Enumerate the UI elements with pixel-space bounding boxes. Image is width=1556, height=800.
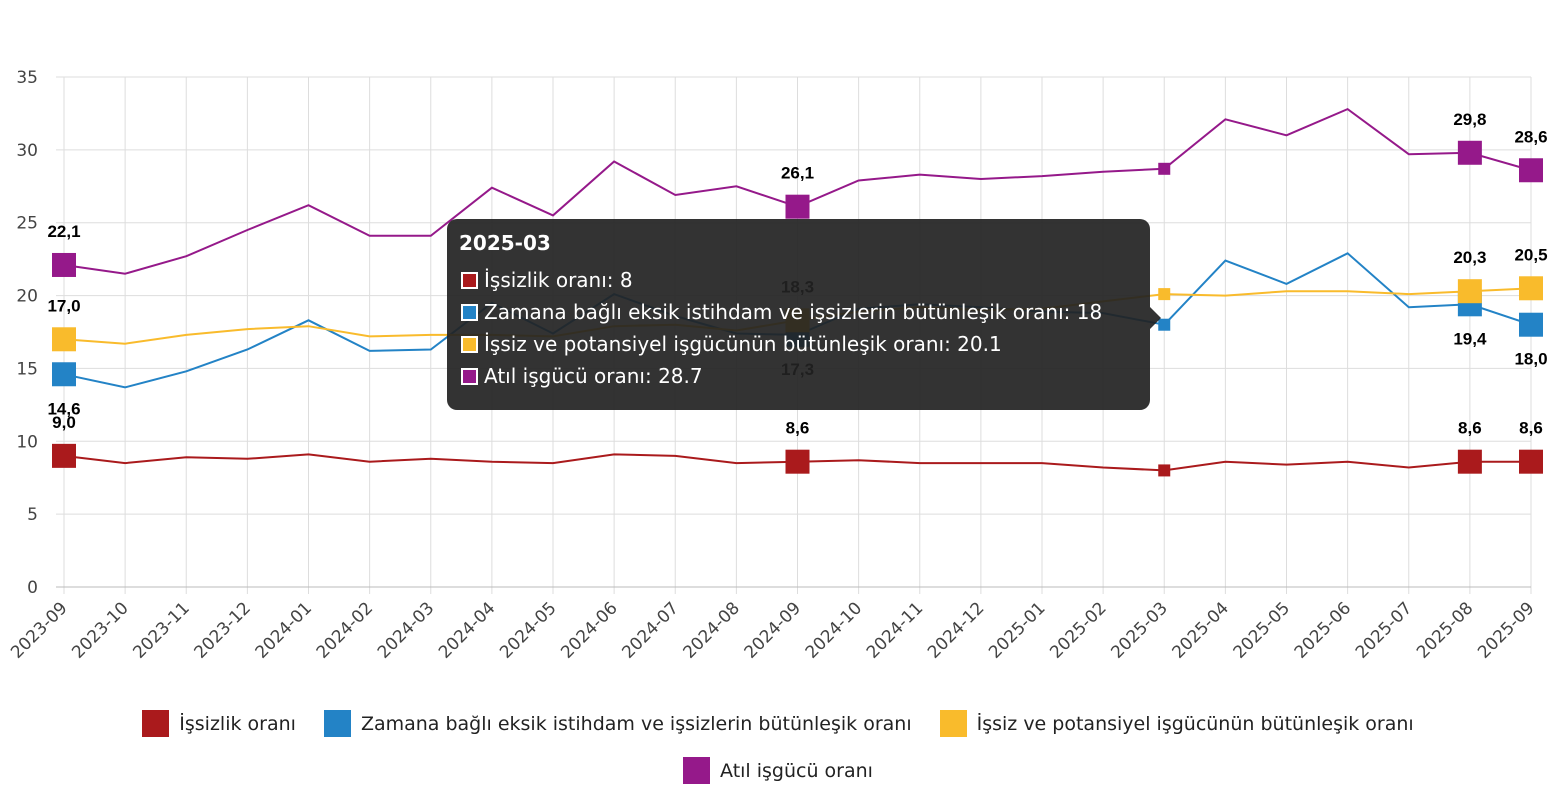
legend-label: Zamana bağlı eksik istihdam ve işsizleri… — [360, 712, 912, 735]
data-point-marker[interactable] — [52, 443, 76, 468]
data-point-marker[interactable] — [785, 449, 810, 474]
tooltip-swatch — [461, 303, 478, 321]
data-label: 20,3 — [1453, 248, 1486, 267]
tooltip-row: Atıl işgücü oranı: 28.7 — [459, 360, 1138, 392]
data-label: 29,8 — [1453, 110, 1486, 129]
x-tick-label: 2025-01 — [985, 598, 1049, 662]
data-label: 14,6 — [47, 399, 80, 418]
data-label: 8,6 — [1519, 419, 1543, 438]
legend-swatch — [939, 710, 967, 737]
x-tick-label: 2024-02 — [313, 598, 377, 662]
data-point-marker[interactable] — [52, 327, 76, 352]
data-label: 28,6 — [1514, 127, 1547, 146]
y-tick-label: 0 — [27, 578, 38, 598]
x-tick-label: 2023-10 — [68, 598, 132, 662]
legend-swatch — [142, 710, 170, 737]
x-tick-label: 2025-02 — [1046, 598, 1110, 662]
legend-item-zamana-bagli[interactable]: Zamana bağlı eksik istihdam ve işsizleri… — [323, 710, 912, 737]
data-point-marker[interactable] — [1158, 162, 1171, 175]
legend-label: İşsiz ve potansiyel işgücünün bütünleşik… — [976, 712, 1414, 735]
x-tick-label: 2024-05 — [496, 598, 560, 662]
data-label: 8,6 — [1458, 419, 1482, 438]
x-tick-label: 2024-09 — [741, 598, 805, 662]
legend-label: İşsizlik oranı — [179, 712, 296, 735]
data-point-marker[interactable] — [1519, 449, 1543, 474]
data-point-marker[interactable] — [52, 362, 76, 387]
legend-label: Atıl işgücü oranı — [720, 759, 873, 782]
data-point-marker[interactable] — [1158, 464, 1171, 477]
data-label: 26,1 — [781, 164, 814, 183]
tooltip-row-text: İşsiz ve potansiyel işgücünün bütünleşik… — [484, 332, 1002, 356]
x-tick-label: 2024-11 — [863, 598, 927, 662]
chart-tooltip: 2025-03 İşsizlik oranı: 8 Zamana bağlı e… — [447, 219, 1161, 410]
x-tick-label: 2025-04 — [1169, 598, 1233, 662]
x-tick-label: 2024-07 — [618, 598, 682, 662]
tooltip-swatch — [461, 367, 478, 385]
data-point-marker[interactable] — [1457, 279, 1482, 304]
x-tick-label: 2024-04 — [435, 598, 499, 662]
data-point-marker[interactable] — [1519, 312, 1543, 337]
x-tick-label: 2024-10 — [802, 598, 866, 662]
x-tick-label: 2023-11 — [129, 598, 193, 662]
x-tick-label: 2023-09 — [7, 598, 71, 662]
data-point-marker[interactable] — [52, 252, 76, 277]
data-point-marker[interactable] — [1457, 140, 1482, 165]
data-label: 9,0 — [52, 413, 76, 432]
tooltip-row: İşsizlik oranı: 8 — [459, 264, 1138, 296]
line-chart: 0 5 10 15 20 25 30 35 2023-092023-102023-112023… — [7, 68, 1547, 663]
x-tick-label: 2024-06 — [557, 598, 621, 662]
data-point-marker[interactable] — [1519, 158, 1543, 183]
x-tick-label: 2023-12 — [191, 598, 255, 662]
tooltip-swatch — [461, 271, 478, 289]
data-label: 22,1 — [47, 222, 80, 241]
x-tick-label: 2025-03 — [1107, 598, 1171, 662]
data-point-marker[interactable] — [785, 194, 810, 219]
x-tick-label: 2024-01 — [252, 598, 316, 662]
tooltip-row-text: İşsizlik oranı: 8 — [484, 268, 633, 292]
tooltip-title: 2025-03 — [459, 231, 551, 255]
data-label: 19,4 — [1453, 329, 1487, 348]
data-point-marker[interactable] — [1158, 318, 1171, 331]
tooltip-row: Zamana bağlı eksik istihdam ve işsizleri… — [459, 296, 1138, 328]
y-tick-label: 30 — [16, 141, 38, 161]
legend-item-atil-isgucu[interactable]: Atıl işgücü oranı — [683, 757, 873, 784]
x-tick-label: 2024-12 — [924, 598, 988, 662]
x-tick-label: 2024-08 — [680, 598, 744, 662]
data-point-marker[interactable] — [1519, 276, 1543, 301]
y-axis: 0 5 10 15 20 25 30 35 — [16, 68, 38, 598]
legend-item-issiz-potansiyel[interactable]: İşsiz ve potansiyel işgücünün bütünleşik… — [939, 710, 1414, 737]
tooltip-row-text: Atıl işgücü oranı: 28.7 — [484, 364, 703, 388]
data-label: 8,6 — [786, 419, 810, 438]
legend-swatch — [323, 710, 351, 737]
tooltip-swatch — [461, 335, 478, 353]
y-tick-label: 10 — [16, 432, 38, 452]
x-tick-label: 2025-09 — [1474, 598, 1538, 662]
y-tick-label: 5 — [27, 505, 38, 525]
x-tick-label: 2025-08 — [1413, 598, 1477, 662]
y-tick-label: 25 — [16, 214, 38, 234]
y-tick-label: 35 — [16, 68, 38, 88]
data-label: 20,5 — [1514, 245, 1547, 264]
chart-legend: İşsizlik oranı Zamana bağlı eksik istihd… — [0, 700, 1556, 794]
y-tick-label: 15 — [16, 359, 38, 379]
x-tick-label: 2025-07 — [1352, 598, 1416, 662]
x-tick-label: 2025-05 — [1230, 598, 1294, 662]
x-tick-label: 2024-03 — [374, 598, 438, 662]
data-point-marker[interactable] — [1457, 449, 1482, 474]
legend-row: Atıl işgücü oranı — [0, 747, 1556, 794]
legend-item-issizlik[interactable]: İşsizlik oranı — [142, 710, 296, 737]
data-point-marker[interactable] — [1158, 288, 1171, 301]
data-label: 17,0 — [47, 296, 80, 315]
y-tick-label: 20 — [16, 287, 38, 307]
tooltip-row-text: Zamana bağlı eksik istihdam ve işsizleri… — [484, 300, 1103, 324]
x-tick-label: 2025-06 — [1291, 598, 1355, 662]
data-label: 18,0 — [1514, 350, 1547, 369]
legend-row: İşsizlik oranı Zamana bağlı eksik istihd… — [0, 700, 1556, 747]
x-axis: 2023-092023-102023-112023-122024-012024-… — [7, 598, 1538, 662]
tooltip-row: İşsiz ve potansiyel işgücünün bütünleşik… — [459, 328, 1138, 360]
legend-swatch — [683, 757, 711, 784]
